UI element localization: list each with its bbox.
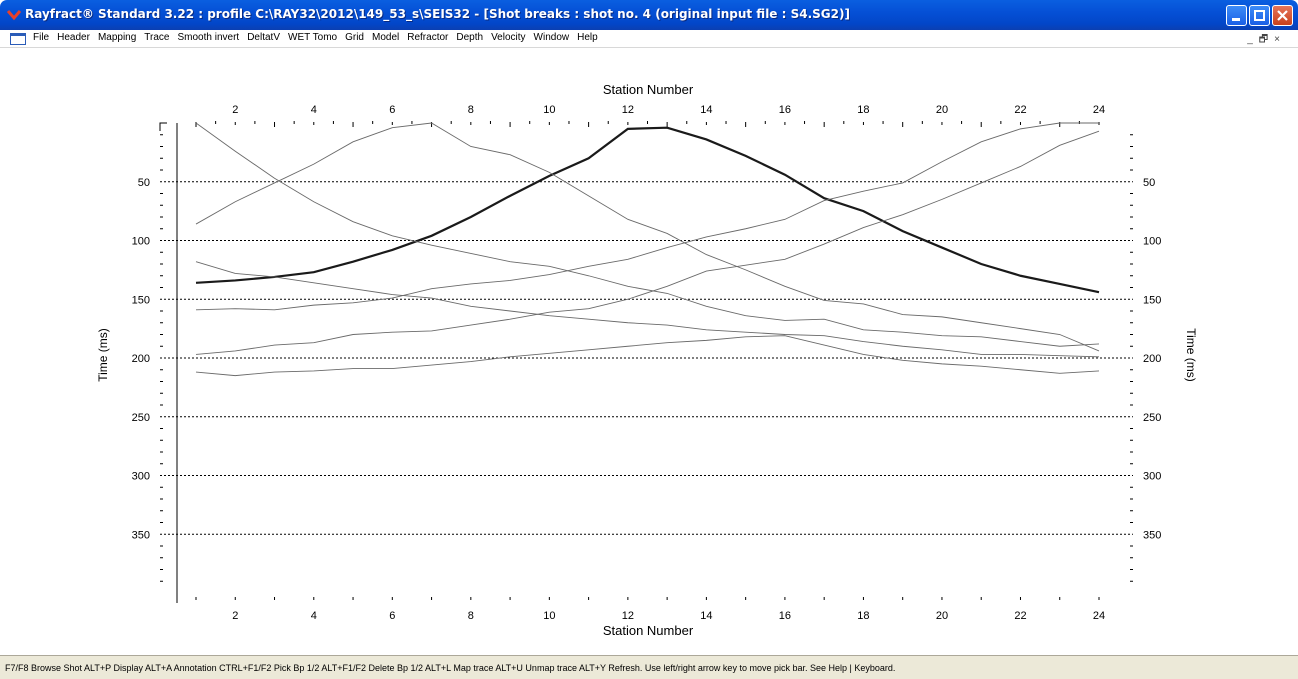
series-line-3: [195, 122, 1100, 352]
menu-deltatv[interactable]: DeltatV: [247, 32, 280, 43]
x-tick-label-top-4: 4: [311, 104, 317, 116]
rayfract-logo-icon: [7, 10, 21, 21]
menu-trace[interactable]: Trace: [144, 32, 170, 43]
x-tick-label-top-2: 2: [232, 104, 238, 116]
y-axis-title-left: Time (ms): [96, 328, 110, 382]
x-tick-label-bottom-8: 8: [468, 610, 474, 622]
x-tick-label-top-14: 14: [700, 104, 712, 116]
x-tick-label-top-6: 6: [389, 104, 395, 116]
x-tick-label-bottom-6: 6: [389, 610, 395, 622]
series-line-4: [195, 261, 1100, 358]
mdi-close-button[interactable]: ×: [1274, 34, 1286, 45]
title-bar[interactable]: Rayfract® Standard 3.22 : profile C:\RAY…: [0, 0, 1298, 30]
menu-wet-tomo[interactable]: WET Tomo: [288, 32, 338, 43]
minimize-button[interactable]: [1226, 5, 1247, 26]
x-tick-label-bottom-16: 16: [779, 610, 791, 622]
x-tick-label-top-12: 12: [622, 104, 634, 116]
x-tick-label-bottom-4: 4: [311, 610, 317, 622]
x-tick-label-bottom-20: 20: [936, 610, 948, 622]
x-tick-label-bottom-18: 18: [857, 610, 869, 622]
y-tick-label-left-50: 50: [138, 177, 150, 189]
y-tick-label-left-200: 200: [132, 353, 150, 365]
y-tick-label-right-350: 350: [1143, 529, 1161, 541]
y-tick-label-right-100: 100: [1143, 236, 1161, 248]
menu-header[interactable]: Header: [57, 32, 90, 43]
y-axis-title-right: Time (ms): [1184, 328, 1198, 382]
y-tick-label-right-250: 250: [1143, 412, 1161, 424]
x-tick-label-bottom-22: 22: [1014, 610, 1026, 622]
y-tick-label-right-200: 200: [1143, 353, 1161, 365]
series-line-7: [195, 335, 1100, 377]
menu-refractor[interactable]: Refractor: [407, 32, 449, 43]
maximize-button[interactable]: [1249, 5, 1270, 26]
maximize-icon: [1254, 10, 1265, 21]
x-tick-label-bottom-14: 14: [700, 610, 712, 622]
menu-file[interactable]: File: [33, 32, 50, 43]
top-left-corner-mark: [159, 122, 167, 131]
menu-velocity[interactable]: Velocity: [491, 32, 526, 43]
x-tick-label-top-22: 22: [1014, 104, 1026, 116]
chart-window: 50 50 100 100 150 150 200 200 250 250 300 300 350 350…: [0, 49, 1298, 655]
x-tick-label-bottom-10: 10: [543, 610, 555, 622]
menu-depth[interactable]: Depth: [456, 32, 484, 43]
series-line-6: [195, 130, 1100, 355]
window-title: Rayfract® Standard 3.22 : profile C:\RAY…: [25, 7, 850, 21]
series-line-5: [195, 122, 1099, 311]
x-tick-label-bottom-12: 12: [622, 610, 634, 622]
menu-smooth-invert[interactable]: Smooth invert: [177, 32, 240, 43]
minimize-icon: [1232, 18, 1240, 21]
x-tick-label-bottom-2: 2: [232, 610, 238, 622]
series-line-2: [195, 122, 1100, 347]
x-axis-title-bottom: Station Number: [603, 623, 694, 638]
x-tick-label-bottom-24: 24: [1093, 610, 1105, 622]
menu-items: File Header Mapping Trace Smooth invert …: [33, 32, 606, 43]
y-tick-label-right-50: 50: [1143, 177, 1155, 189]
menu-bar: File Header Mapping Trace Smooth invert …: [0, 30, 1298, 48]
series-line-1: [195, 126, 1100, 294]
y-tick-label-left-100: 100: [132, 236, 150, 248]
x-tick-label-top-20: 20: [936, 104, 948, 116]
document-icon[interactable]: [10, 33, 26, 45]
x-axis-title-top: Station Number: [603, 82, 694, 97]
mdi-minimize-button[interactable]: _: [1247, 34, 1259, 45]
close-icon: [1277, 10, 1288, 21]
menu-model[interactable]: Model: [372, 32, 400, 43]
x-tick-label-top-10: 10: [543, 104, 555, 116]
x-tick-label-top-16: 16: [779, 104, 791, 116]
x-tick-label-top-8: 8: [468, 104, 474, 116]
y-tick-label-left-300: 300: [132, 471, 150, 483]
mdi-controls: _🗗×: [1247, 32, 1286, 49]
x-tick-label-top-18: 18: [857, 104, 869, 116]
menu-grid[interactable]: Grid: [345, 32, 364, 43]
close-button[interactable]: [1272, 5, 1293, 26]
x-tick-label-top-24: 24: [1093, 104, 1105, 116]
y-tick-label-right-300: 300: [1143, 471, 1161, 483]
menu-window[interactable]: Window: [533, 32, 570, 43]
y-tick-label-right-150: 150: [1143, 294, 1161, 306]
y-tick-label-left-250: 250: [132, 412, 150, 424]
y-tick-label-left-350: 350: [132, 529, 150, 541]
menu-mapping[interactable]: Mapping: [97, 32, 137, 43]
status-bar: F7/F8 Browse Shot ALT+P Display ALT+A An…: [0, 655, 1298, 679]
mdi-restore-button[interactable]: 🗗: [1258, 34, 1275, 45]
y-tick-label-left-150: 150: [132, 294, 150, 306]
shot-breaks-chart[interactable]: 50 50 100 100 150 150 200 200 250 250 300 300 350 350…: [0, 49, 1298, 655]
status-text: F7/F8 Browse Shot ALT+P Display ALT+A An…: [5, 663, 896, 673]
menu-help[interactable]: Help: [577, 32, 598, 43]
